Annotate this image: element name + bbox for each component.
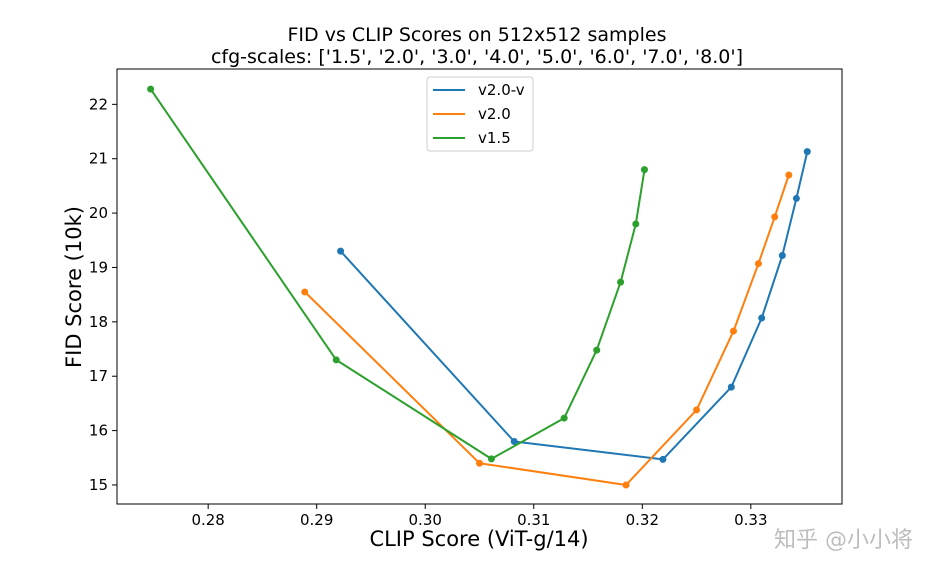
legend-label-v2-0-v: v2.0-v xyxy=(478,81,525,99)
data-point-v1-5 xyxy=(617,278,625,286)
y-tick-label: 21 xyxy=(89,150,108,168)
x-tick-label: 0.29 xyxy=(300,511,333,529)
y-tick-label: 18 xyxy=(89,313,108,331)
chart-title: FID vs CLIP Scores on 512x512 samples xyxy=(288,24,667,46)
data-point-v2-0 xyxy=(729,327,737,335)
series-v2-0-v xyxy=(337,148,811,463)
data-point-v1-5 xyxy=(147,85,155,93)
data-point-v2-0 xyxy=(301,288,309,296)
data-point-v2-0-v xyxy=(337,247,345,255)
data-point-v1-5 xyxy=(332,356,340,364)
data-point-v1-5 xyxy=(487,455,495,463)
data-point-v2-0-v xyxy=(510,437,518,445)
series-line-v2-0-v xyxy=(339,151,809,461)
series-v2-0 xyxy=(301,171,793,489)
series-line-v2-0 xyxy=(304,174,790,486)
data-point-v2-0 xyxy=(693,406,701,414)
x-axis-label: CLIP Score (ViT-g/14) xyxy=(369,527,588,551)
data-point-v2-0 xyxy=(771,213,779,221)
data-point-v1-5 xyxy=(640,166,648,174)
data-point-v2-0-v xyxy=(803,148,811,156)
data-point-v2-0-v xyxy=(792,194,800,202)
data-point-v2-0 xyxy=(754,260,762,268)
data-point-v2-0 xyxy=(476,459,483,467)
legend-box xyxy=(426,76,534,152)
data-point-v1-5 xyxy=(593,346,601,354)
series-layer xyxy=(147,85,811,489)
data-point-v1-5 xyxy=(632,220,640,228)
data-point-v1-5 xyxy=(560,414,568,422)
legend: v2.0-v v2.0 v1.5 xyxy=(426,76,534,152)
data-point-v2-0-v xyxy=(758,314,766,322)
y-tick-label: 19 xyxy=(89,258,108,276)
x-tick-label: 0.28 xyxy=(191,511,224,529)
data-point-v2-0-v xyxy=(659,455,667,463)
data-point-v2-0 xyxy=(785,171,793,179)
x-tick-label: 0.31 xyxy=(517,511,550,529)
y-tick-label: 20 xyxy=(89,204,108,222)
plot-area xyxy=(116,68,843,505)
y-tick-label: 17 xyxy=(89,367,108,385)
y-axis-label: FID Score (10k) xyxy=(62,206,86,368)
legend-label-v2-0: v2.0 xyxy=(478,105,511,123)
y-tick-label: 15 xyxy=(89,476,108,494)
x-tick-label: 0.33 xyxy=(734,511,767,529)
data-point-v2-0-v xyxy=(727,383,735,391)
x-tick-label: 0.32 xyxy=(626,511,659,529)
chart-subtitle: cfg-scales: ['1.5', '2.0', '3.0', '4.0',… xyxy=(211,46,743,68)
x-tick-label: 0.30 xyxy=(409,511,442,529)
data-point-v2-0 xyxy=(622,481,630,489)
ticks-layer: 0.28 0.29 0.30 0.31 0.32 0.33 15 16 17 18 19 20 21 22 xyxy=(89,95,768,529)
series-line-v1-5 xyxy=(149,88,646,460)
y-tick-label: 16 xyxy=(89,422,108,440)
series-v1-5 xyxy=(147,85,648,463)
legend-label-v1-5: v1.5 xyxy=(478,129,511,147)
watermark: 知乎 @小小将 xyxy=(774,528,913,553)
plot-frame xyxy=(116,68,843,505)
data-point-v2-0-v xyxy=(778,252,786,260)
y-tick-label: 22 xyxy=(89,95,108,113)
